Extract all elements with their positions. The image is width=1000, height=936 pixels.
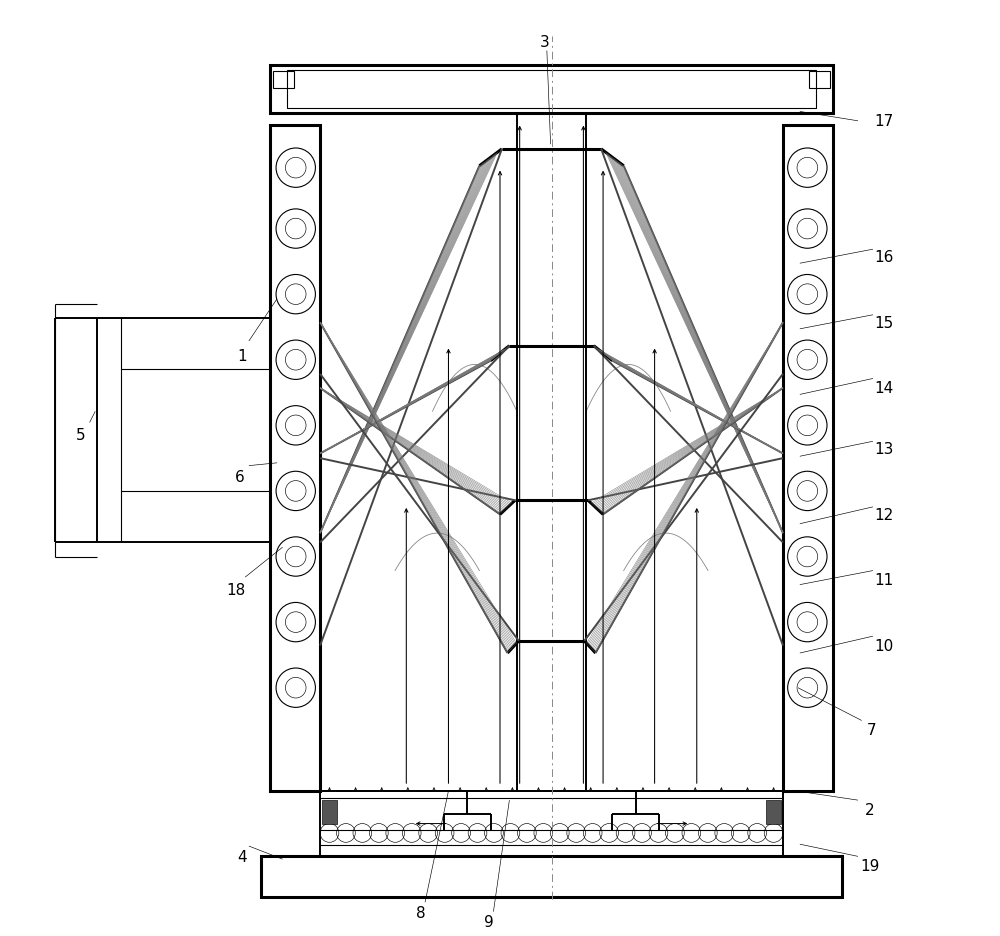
Bar — [322, 800, 337, 824]
Text: 1: 1 — [238, 348, 247, 363]
Text: 18: 18 — [226, 582, 245, 597]
Bar — [273, 72, 294, 89]
Text: 6: 6 — [235, 470, 244, 485]
Bar — [320, 791, 783, 856]
Bar — [270, 126, 320, 791]
Text: 10: 10 — [875, 638, 894, 653]
Text: 9: 9 — [484, 914, 494, 929]
Text: 11: 11 — [875, 573, 894, 588]
Text: 3: 3 — [540, 35, 550, 50]
Text: 7: 7 — [867, 723, 877, 738]
Bar — [261, 856, 842, 897]
Text: 4: 4 — [238, 849, 247, 864]
Text: 13: 13 — [874, 442, 894, 457]
Bar — [270, 66, 833, 114]
Text: 19: 19 — [860, 858, 880, 873]
Text: 15: 15 — [875, 315, 894, 330]
Text: 2: 2 — [865, 802, 875, 817]
Text: 17: 17 — [875, 114, 894, 129]
Text: 5: 5 — [75, 428, 85, 443]
Text: 8: 8 — [416, 905, 425, 920]
Bar — [766, 800, 781, 824]
Text: 12: 12 — [875, 507, 894, 522]
Bar — [809, 72, 830, 89]
Text: 14: 14 — [875, 381, 894, 396]
Text: 16: 16 — [874, 250, 894, 265]
Bar — [783, 126, 833, 791]
Bar — [287, 71, 816, 109]
